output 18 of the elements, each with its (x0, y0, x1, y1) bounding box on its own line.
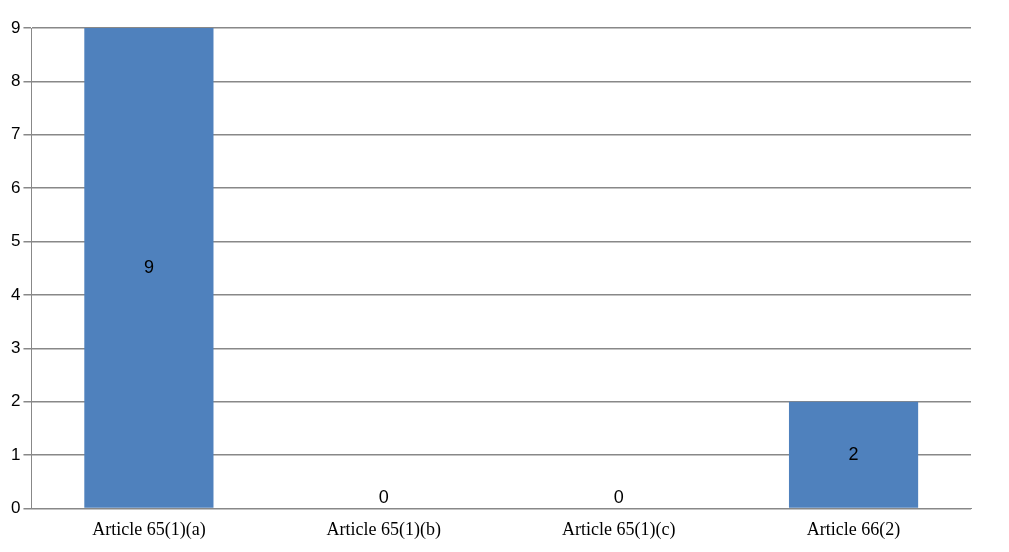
data-label: 9 (143, 256, 154, 277)
y-tick-label: 4 (10, 284, 21, 304)
x-tick-label: Article 65(1)(a) (92, 518, 206, 540)
y-tick-label: 0 (10, 498, 21, 518)
y-tick-label: 6 (10, 177, 21, 197)
data-label: 2 (848, 443, 859, 464)
y-tick-label: 3 (10, 337, 21, 357)
x-tick-label: Article 66(2) (806, 518, 901, 540)
data-label: 0 (378, 487, 389, 508)
data-label: 0 (613, 487, 624, 508)
x-tick-label: Article 65(1)(b) (326, 518, 442, 540)
y-tick-label: 9 (10, 17, 21, 37)
y-tick-label: 5 (10, 231, 21, 251)
y-tick-label: 8 (10, 71, 21, 91)
x-tick-label: Article 65(1)(c) (561, 518, 676, 540)
y-tick-label: 1 (10, 444, 21, 464)
y-tick-label: 7 (10, 124, 21, 144)
y-tick-label: 2 (10, 391, 21, 411)
